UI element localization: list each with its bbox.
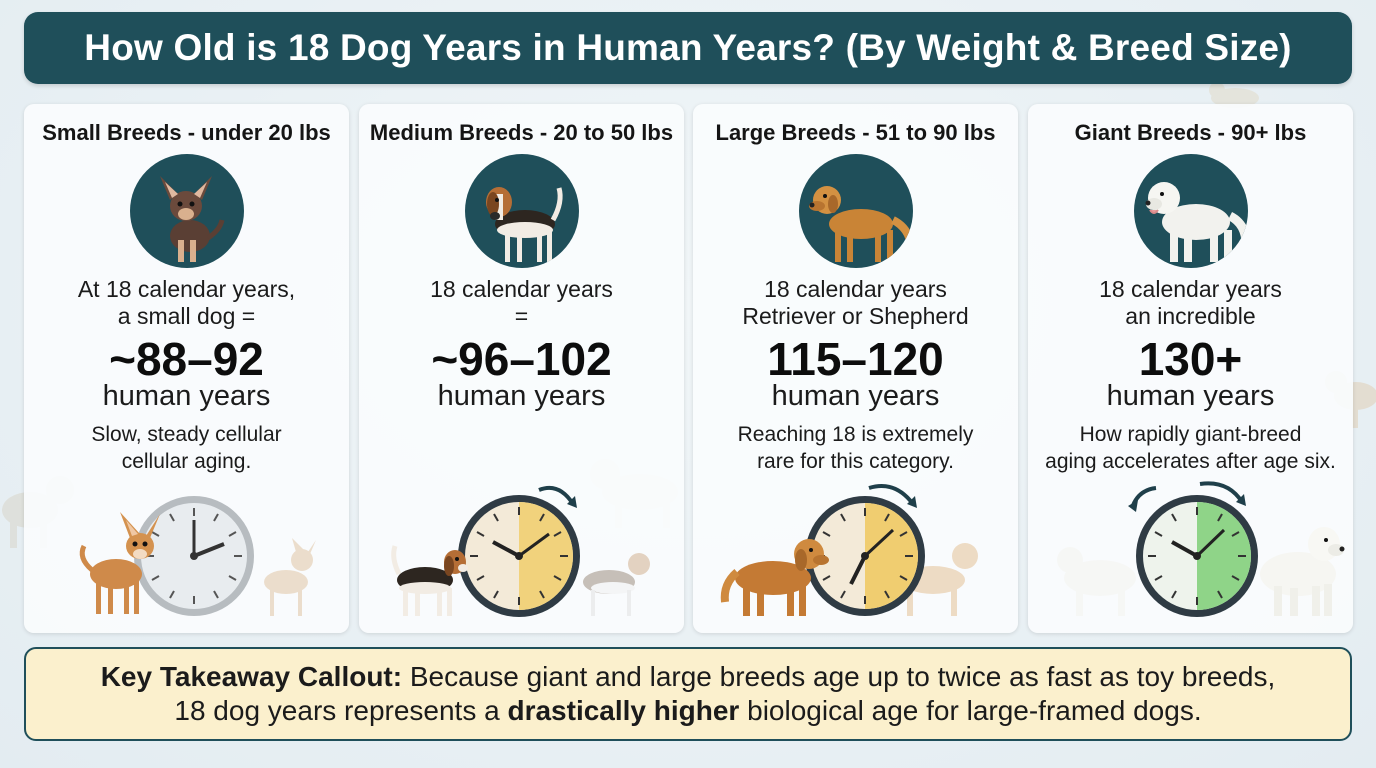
qualifier-text: an incredible: [1125, 303, 1256, 329]
calendar-years-text: 18 calendar years: [764, 276, 947, 302]
ghost-beagle-icon: [583, 553, 650, 616]
title-banner: How Old is 18 Dog Years in Human Years? …: [24, 12, 1352, 84]
human-years-label: human years: [771, 380, 940, 412]
card-medium-breeds: Medium Breeds - 20 to 50 lbs 18 calendar…: [359, 104, 684, 633]
callout-line-1: Key Takeaway Callout: Because giant and …: [101, 660, 1276, 694]
clock-scene: [693, 474, 1018, 633]
card-title: Medium Breeds - 20 to 50 lbs: [369, 120, 674, 145]
clock-medium-icon: [458, 495, 580, 617]
golden-retriever-icon: [798, 154, 913, 268]
card-giant-breeds: Giant Breeds - 90+ lbs 18 calendar years…: [1028, 104, 1353, 633]
beagle-icon: [464, 154, 579, 268]
page-title: How Old is 18 Dog Years in Human Years? …: [84, 27, 1292, 68]
human-years-value: 115–120: [767, 333, 944, 385]
callout-text-1: Because giant and large breeds age up to…: [402, 661, 1276, 692]
clock-giant-icon: [1136, 495, 1258, 617]
chihuahua-front-icon: [79, 512, 160, 614]
calendar-years-text: 18 calendar years: [430, 276, 613, 302]
background-dog-topright-icon: [1209, 82, 1259, 108]
callout-label: Key Takeaway Callout:: [100, 661, 403, 692]
callout-text-2a: 18 dog years represents a: [174, 695, 508, 726]
note-line-2: rare for this category.: [757, 450, 954, 473]
card-title: Small Breeds - under 20 lbs: [42, 120, 331, 145]
calendar-years-text: 18 calendar years: [1099, 276, 1282, 302]
ghost-pyrenees-left-icon: [1057, 547, 1136, 616]
card-title: Large Breeds - 51 to 90 lbs: [715, 120, 996, 145]
clock-small-icon: [134, 496, 254, 616]
chihuahua-icon: [129, 154, 244, 268]
clock-scene: [1028, 474, 1353, 633]
human-years-label: human years: [437, 380, 606, 412]
ghost-chihuahua-icon: [264, 538, 316, 616]
clockwise-arrow-icon: [868, 484, 915, 506]
human-years-value: ~96–102: [431, 333, 612, 385]
callout-text-2c: biological age for large-framed dogs.: [739, 695, 1202, 726]
great-pyrenees-front-icon: [1260, 527, 1345, 616]
key-takeaway-callout: Key Takeaway Callout: Because giant and …: [24, 647, 1352, 741]
note-line-2: cellular aging.: [121, 450, 252, 473]
clock-scene: [359, 474, 684, 633]
card-small-breeds: Small Breeds - under 20 lbs At 18 calend…: [24, 104, 349, 633]
note-line-1: Slow, steady cellular: [91, 423, 282, 446]
note-line-1: How rapidly giant-breed: [1079, 423, 1302, 446]
human-years-value: 130+: [1138, 333, 1243, 385]
note-line-2: aging accelerates after age six.: [1045, 450, 1336, 473]
card-large-breeds: Large Breeds - 51 to 90 lbs 18 calendar …: [693, 104, 1018, 633]
human-years-value: ~88–92: [109, 333, 264, 385]
great-pyrenees-icon: [1133, 154, 1248, 268]
calendar-years-text: At 18 calendar years,: [77, 276, 296, 302]
clock-large-icon: [805, 496, 925, 616]
equals-text: =: [514, 303, 529, 329]
clock-scene: [24, 474, 349, 633]
callout-emphasis: drastically higher: [507, 695, 740, 726]
card-title: Giant Breeds - 90+ lbs: [1074, 120, 1307, 145]
human-years-label: human years: [1106, 380, 1275, 412]
human-years-label: human years: [102, 380, 271, 412]
beagle-front-icon: [391, 545, 468, 616]
note-line-1: Reaching 18 is extremely: [737, 423, 974, 446]
equals-text: a small dog =: [117, 303, 256, 329]
golden-retriever-front-icon: [720, 539, 829, 616]
breed-examples-text: Retriever or Shepherd: [742, 303, 969, 329]
callout-line-2: 18 dog years represents a drastically hi…: [174, 694, 1201, 728]
